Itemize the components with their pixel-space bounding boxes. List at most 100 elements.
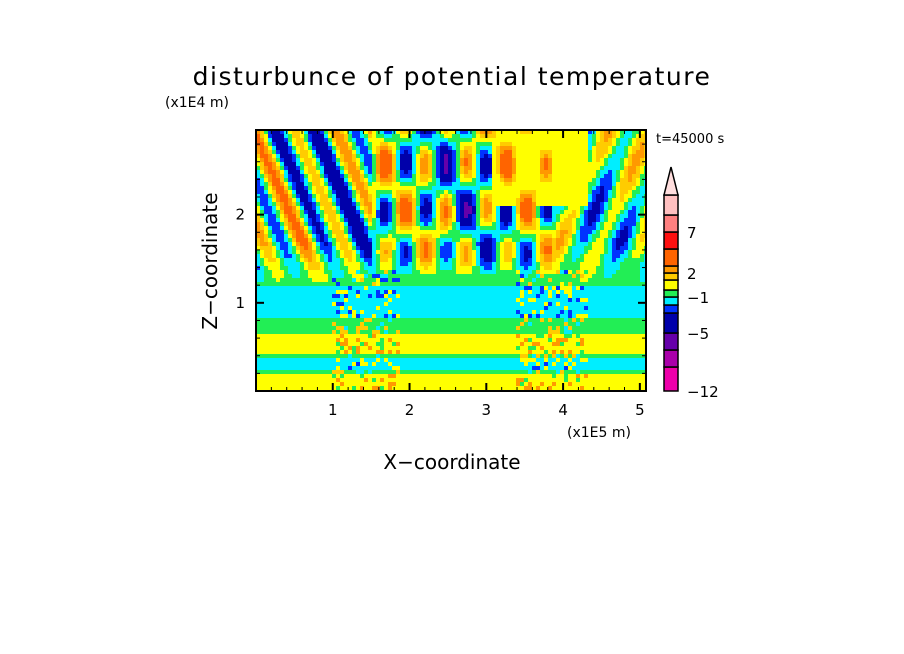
heatmap-cell	[336, 190, 340, 194]
heatmap-cell	[512, 178, 516, 182]
heatmap-cell	[412, 370, 416, 374]
heatmap-cell	[396, 262, 400, 266]
heatmap-cell	[320, 362, 324, 366]
heatmap-cell	[356, 350, 360, 354]
heatmap-cell	[432, 354, 436, 358]
heatmap-cell	[272, 354, 276, 358]
heatmap-cell	[544, 270, 548, 274]
heatmap-cell	[436, 370, 440, 374]
heatmap-cell	[452, 226, 456, 230]
heatmap-cell	[380, 326, 384, 330]
heatmap-cell	[256, 250, 260, 254]
heatmap-cell	[544, 162, 548, 166]
heatmap-cell	[308, 350, 312, 354]
heatmap-cell	[340, 318, 344, 322]
heatmap-cell	[408, 366, 412, 370]
heatmap-cell	[272, 306, 276, 310]
heatmap-cell	[292, 258, 296, 262]
heatmap-cell	[480, 142, 484, 146]
heatmap-cell	[296, 242, 300, 246]
heatmap-cell	[404, 314, 408, 318]
heatmap-cell	[440, 310, 444, 314]
heatmap-cell	[264, 366, 268, 370]
heatmap-cell	[404, 322, 408, 326]
heatmap-cell	[552, 150, 556, 154]
heatmap-cell	[260, 338, 264, 342]
heatmap-cell	[292, 134, 296, 138]
heatmap-cell	[456, 186, 460, 190]
heatmap-cell	[544, 338, 548, 342]
heatmap-cell	[544, 346, 548, 350]
heatmap-cell	[540, 174, 544, 178]
heatmap-cell	[328, 350, 332, 354]
heatmap-cell	[420, 142, 424, 146]
heatmap-cell	[260, 330, 264, 334]
heatmap-cell	[380, 386, 384, 390]
heatmap-cell	[480, 254, 484, 258]
heatmap-cell	[472, 194, 476, 198]
heatmap-cell	[460, 258, 464, 262]
heatmap-cell	[328, 138, 332, 142]
heatmap-cell	[496, 266, 500, 270]
heatmap-cell	[428, 370, 432, 374]
heatmap-cell	[464, 254, 468, 258]
heatmap-cell	[472, 310, 476, 314]
heatmap-cell	[452, 310, 456, 314]
heatmap-cell	[344, 226, 348, 230]
heatmap-cell	[380, 338, 384, 342]
heatmap-cell	[340, 274, 344, 278]
heatmap-cell	[320, 254, 324, 258]
heatmap-cell	[288, 366, 292, 370]
heatmap-cell	[352, 302, 356, 306]
heatmap-cell	[484, 338, 488, 342]
heatmap-cell	[320, 266, 324, 270]
heatmap-cell	[492, 342, 496, 346]
heatmap-cell	[256, 138, 260, 142]
heatmap-cell	[384, 142, 388, 146]
heatmap-cell	[300, 250, 304, 254]
heatmap-cell	[292, 330, 296, 334]
heatmap-cell	[392, 294, 396, 298]
heatmap-cell	[420, 326, 424, 330]
heatmap-cell	[444, 146, 448, 150]
heatmap-cell	[468, 302, 472, 306]
heatmap-cell	[536, 158, 540, 162]
heatmap-cell	[528, 358, 532, 362]
heatmap-cell	[488, 286, 492, 290]
heatmap-cell	[464, 174, 468, 178]
heatmap-cell	[440, 314, 444, 318]
heatmap-cell	[516, 138, 520, 142]
heatmap-cell	[476, 170, 480, 174]
heatmap-cell	[492, 210, 496, 214]
heatmap-cell	[396, 202, 400, 206]
heatmap-cell	[528, 290, 532, 294]
heatmap-cell	[328, 234, 332, 238]
heatmap-cell	[424, 138, 428, 142]
heatmap-cell	[444, 330, 448, 334]
heatmap-cell	[380, 342, 384, 346]
heatmap-cell	[436, 230, 440, 234]
heatmap-cell	[540, 202, 544, 206]
heatmap-cell	[344, 142, 348, 146]
heatmap-cell	[416, 326, 420, 330]
heatmap-cell	[320, 350, 324, 354]
heatmap-cell	[420, 378, 424, 382]
heatmap-cell	[392, 366, 396, 370]
heatmap-cell	[544, 154, 548, 158]
heatmap-cell	[420, 338, 424, 342]
heatmap-cell	[292, 290, 296, 294]
heatmap-cell	[352, 282, 356, 286]
heatmap-cell	[360, 290, 364, 294]
heatmap-cell	[268, 226, 272, 230]
heatmap-cell	[504, 354, 508, 358]
heatmap-cell	[516, 346, 520, 350]
heatmap-cell	[360, 218, 364, 222]
heatmap-cell	[308, 210, 312, 214]
heatmap-cell	[404, 146, 408, 150]
heatmap-cell	[324, 270, 328, 274]
heatmap-cell	[324, 242, 328, 246]
heatmap-cell	[496, 138, 500, 142]
heatmap-cell	[516, 162, 520, 166]
heatmap-cell	[364, 342, 368, 346]
heatmap-cells	[256, 130, 646, 391]
